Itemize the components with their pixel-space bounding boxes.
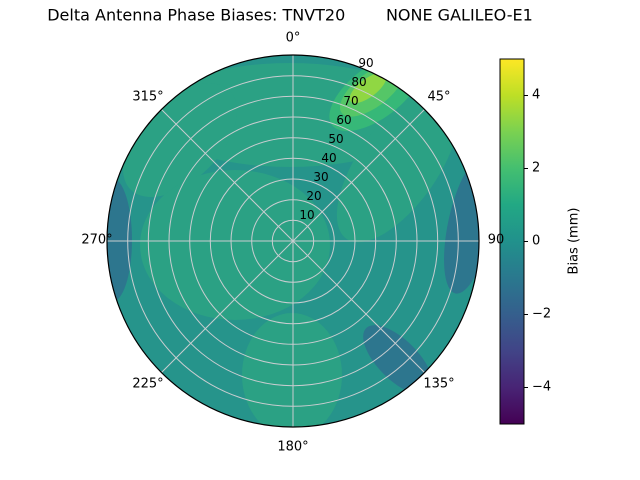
angular-tick-label-135: 135° [423,376,455,392]
green-region-center-left [140,170,330,320]
grid-spoke-45 [292,109,425,242]
colorbar-tick-label-0: 0 [532,233,541,249]
polar-axes-spine [106,54,480,428]
grid-spoke-225 [161,240,294,373]
angular-tick-label-225: 225° [132,376,164,392]
max-region-core [349,72,387,104]
green-region-bottom-tongue [242,313,342,427]
colorbar-tick-label--2: −2 [532,306,552,322]
green-region-upper-right [336,87,460,243]
green-region-upper-left [122,82,238,198]
colorbar-ticks [524,95,528,388]
colorbar-axis-label: Bias (mm) [566,207,582,275]
negative-region-left-edge [107,178,132,302]
radial-tick-label-70: 70 [343,94,359,108]
radial-tick-label-30: 30 [313,170,329,184]
negative-region-bottom-right [363,325,433,395]
radial-tick-label-20: 20 [306,189,322,203]
radial-tick-label-50: 50 [328,132,344,146]
angular-tick-label-45: 45° [427,89,451,105]
angular-tick-label-315: 315° [132,89,164,105]
colorbar-tick-label-4: 4 [532,87,541,103]
radial-tick-label-80: 80 [351,75,367,89]
chart-title: Delta Antenna Phase Biases: TNVT20 NONE … [47,5,533,25]
angular-tick-label-270: 270° [81,232,113,248]
polar-grid [107,55,479,427]
colorbar-tick-label--4: −4 [532,379,552,395]
colorbar-tick-label-2: 2 [532,160,541,176]
radial-tick-label-10: 10 [299,208,315,222]
radial-tick-label-60: 60 [336,113,352,127]
grid-spoke-135 [292,240,425,373]
angular-tick-label-180: 180° [277,439,309,455]
radial-tick-label-90: 90 [358,56,374,70]
angular-tick-label-0: 0° [285,30,301,46]
grid-spoke-315 [161,109,294,242]
angular-tick-label-90: 90 [487,232,505,248]
radial-tick-label-40: 40 [321,151,337,165]
